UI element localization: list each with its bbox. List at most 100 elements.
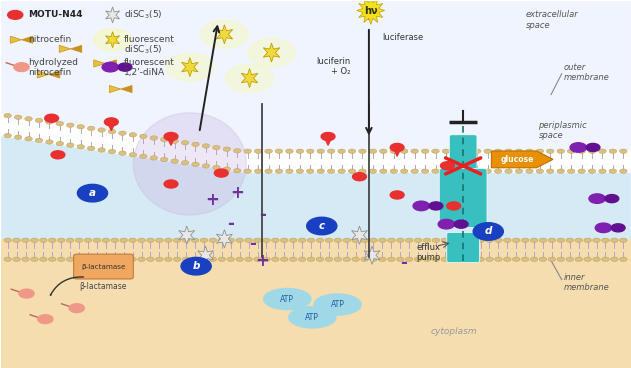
Circle shape — [35, 138, 43, 142]
Circle shape — [441, 238, 449, 243]
Circle shape — [286, 169, 293, 173]
Circle shape — [181, 160, 189, 165]
Circle shape — [307, 238, 315, 243]
Circle shape — [102, 238, 110, 243]
Circle shape — [432, 238, 440, 243]
Circle shape — [526, 169, 533, 173]
Circle shape — [236, 257, 244, 261]
Circle shape — [494, 169, 502, 173]
Circle shape — [429, 202, 443, 210]
Circle shape — [575, 257, 582, 261]
Circle shape — [4, 133, 11, 138]
Text: d: d — [485, 226, 492, 237]
Circle shape — [236, 238, 244, 243]
Circle shape — [223, 167, 230, 171]
Circle shape — [578, 149, 586, 153]
Circle shape — [307, 149, 314, 153]
Circle shape — [473, 223, 504, 240]
Circle shape — [66, 238, 74, 243]
Circle shape — [75, 257, 83, 261]
Circle shape — [468, 257, 475, 261]
Circle shape — [21, 238, 29, 243]
Circle shape — [150, 156, 158, 160]
Circle shape — [209, 257, 216, 261]
Text: c: c — [319, 221, 325, 231]
Circle shape — [87, 146, 95, 151]
Circle shape — [69, 304, 85, 312]
Circle shape — [504, 257, 511, 261]
Circle shape — [441, 257, 449, 261]
Text: β-lactamase: β-lactamase — [81, 264, 126, 270]
Circle shape — [94, 29, 131, 51]
Circle shape — [578, 169, 586, 173]
Circle shape — [452, 169, 460, 173]
Circle shape — [370, 238, 377, 243]
Circle shape — [515, 149, 522, 153]
Polygon shape — [364, 246, 380, 264]
Circle shape — [316, 238, 324, 243]
Circle shape — [233, 169, 241, 173]
Circle shape — [171, 159, 179, 163]
Circle shape — [468, 238, 475, 243]
Circle shape — [244, 169, 251, 173]
Circle shape — [129, 153, 137, 157]
Circle shape — [275, 149, 283, 153]
Polygon shape — [179, 226, 194, 244]
Circle shape — [156, 257, 163, 261]
Circle shape — [379, 257, 386, 261]
Circle shape — [281, 238, 288, 243]
Text: +: + — [255, 252, 269, 270]
Text: space: space — [538, 131, 563, 140]
Circle shape — [605, 195, 619, 203]
Circle shape — [380, 149, 387, 153]
Text: pump: pump — [416, 252, 440, 262]
Circle shape — [390, 144, 404, 152]
Circle shape — [512, 238, 520, 243]
Circle shape — [40, 238, 47, 243]
Polygon shape — [59, 45, 71, 53]
Circle shape — [536, 149, 544, 153]
Polygon shape — [10, 36, 21, 43]
Circle shape — [13, 257, 20, 261]
Circle shape — [49, 238, 56, 243]
Text: membrane: membrane — [563, 283, 610, 292]
Circle shape — [452, 149, 460, 153]
Circle shape — [209, 238, 216, 243]
Circle shape — [447, 202, 461, 210]
Circle shape — [111, 257, 119, 261]
Circle shape — [247, 39, 295, 66]
Circle shape — [307, 257, 315, 261]
Circle shape — [369, 149, 377, 153]
Text: +: + — [205, 191, 219, 209]
Circle shape — [343, 257, 350, 261]
Circle shape — [296, 169, 304, 173]
Circle shape — [352, 238, 360, 243]
Circle shape — [379, 238, 386, 243]
Circle shape — [14, 63, 29, 71]
Circle shape — [181, 141, 189, 145]
Circle shape — [321, 132, 335, 141]
Circle shape — [406, 238, 413, 243]
Circle shape — [233, 149, 241, 153]
Text: inner: inner — [563, 273, 585, 282]
Circle shape — [174, 257, 181, 261]
Circle shape — [138, 238, 145, 243]
Circle shape — [262, 238, 270, 243]
Circle shape — [486, 238, 493, 243]
Circle shape — [192, 142, 199, 146]
Circle shape — [526, 149, 533, 153]
Circle shape — [286, 149, 293, 153]
Circle shape — [19, 289, 34, 298]
Circle shape — [432, 169, 439, 173]
Circle shape — [423, 238, 431, 243]
Circle shape — [146, 257, 154, 261]
Circle shape — [84, 238, 91, 243]
Circle shape — [599, 149, 606, 153]
Circle shape — [15, 115, 22, 120]
Circle shape — [93, 257, 101, 261]
Text: luciferin: luciferin — [316, 57, 350, 66]
Circle shape — [620, 149, 627, 153]
Circle shape — [390, 149, 398, 153]
Circle shape — [102, 257, 110, 261]
Circle shape — [160, 158, 168, 162]
